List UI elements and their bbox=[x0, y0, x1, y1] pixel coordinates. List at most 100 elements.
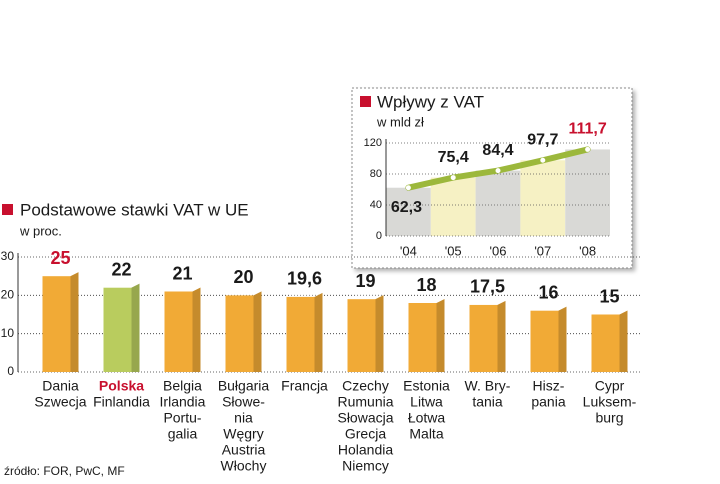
x-tick-label: Słowacja bbox=[337, 410, 393, 426]
y-tick-label: 0 bbox=[376, 230, 382, 242]
x-tick-label: '04 bbox=[400, 243, 417, 258]
value-label: 21 bbox=[172, 263, 192, 283]
x-tick-label: '06 bbox=[490, 243, 507, 258]
bar-side bbox=[436, 299, 445, 372]
bar-top bbox=[408, 299, 445, 303]
y-tick-label: 0 bbox=[7, 364, 14, 378]
point bbox=[450, 175, 456, 181]
bar bbox=[164, 291, 193, 372]
x-tick-label: Austria bbox=[222, 442, 266, 458]
chart-title: Wpływy z VAT bbox=[377, 92, 484, 111]
point bbox=[585, 146, 591, 152]
x-tick-label: '05 bbox=[445, 243, 462, 258]
column bbox=[430, 177, 476, 236]
bar bbox=[408, 303, 437, 372]
bar bbox=[103, 287, 132, 372]
bar-top bbox=[286, 292, 323, 297]
bar-side bbox=[192, 287, 201, 372]
column bbox=[386, 187, 431, 236]
column bbox=[565, 149, 610, 236]
chart-subtitle: w proc. bbox=[19, 223, 62, 238]
value-label: 16 bbox=[538, 282, 558, 302]
bar-side-shade bbox=[497, 300, 506, 372]
value-label: 97,7 bbox=[527, 132, 558, 149]
bar-side-shade bbox=[131, 283, 140, 372]
x-tick-label: galia bbox=[168, 426, 198, 442]
bar-side-shade bbox=[619, 310, 628, 372]
bar-top bbox=[530, 306, 567, 311]
bar bbox=[286, 296, 315, 372]
x-tick-label: Bułgaria bbox=[218, 378, 270, 394]
y-tick-label: 30 bbox=[1, 249, 15, 263]
x-tick-label: '08 bbox=[579, 243, 596, 258]
bar-top bbox=[164, 287, 201, 292]
bar-side bbox=[375, 295, 384, 372]
y-tick-label: 20 bbox=[1, 288, 15, 302]
bar bbox=[530, 310, 559, 372]
title-marker bbox=[2, 204, 13, 215]
x-tick-label: '07 bbox=[534, 243, 551, 258]
inset: Wpływy z VAT w mld zł '04 '05 '06 '07 '08 0 40… bbox=[351, 87, 633, 269]
bar-top bbox=[42, 272, 79, 277]
x-tick-label: Rumunia bbox=[337, 394, 393, 410]
bar-side-shade bbox=[375, 295, 384, 372]
bar bbox=[42, 276, 71, 372]
value-label: 18 bbox=[416, 275, 436, 295]
bar-top bbox=[225, 291, 262, 296]
x-tick-label: Holandia bbox=[338, 442, 393, 458]
value-label: 15 bbox=[599, 286, 619, 306]
bar-side bbox=[70, 272, 79, 372]
x-tick-label: Irlandia bbox=[160, 394, 206, 410]
value-label: 20 bbox=[233, 267, 253, 287]
x-tick-label: Węgry bbox=[223, 426, 263, 442]
bar-top bbox=[347, 295, 384, 300]
y-tick-label: 80 bbox=[370, 168, 382, 180]
x-tick-label: Malta bbox=[409, 426, 443, 442]
value-label: 62,3 bbox=[391, 199, 422, 216]
bar-side bbox=[558, 306, 567, 372]
bar-side-shade bbox=[436, 299, 445, 372]
value-label: 19,6 bbox=[287, 269, 322, 289]
chart-title: Podstawowe stawki VAT w UE bbox=[20, 200, 249, 219]
x-tick-label: Estonia bbox=[403, 378, 450, 394]
x-tick-label: W. Bry- bbox=[465, 378, 511, 394]
bar bbox=[469, 304, 498, 372]
source: źródło: FOR, PwC, MF bbox=[4, 464, 125, 478]
x-tick-label: Finlandia bbox=[93, 394, 150, 410]
value-label: 75,4 bbox=[438, 149, 469, 166]
bar-side bbox=[619, 310, 628, 372]
bar-side-shade bbox=[70, 272, 79, 372]
title-marker bbox=[360, 96, 371, 107]
x-tick-label: tania bbox=[472, 394, 503, 410]
value-label: 84,4 bbox=[482, 142, 513, 159]
value-label: 25 bbox=[50, 248, 70, 268]
x-tick-label: Włochy bbox=[221, 458, 267, 474]
column bbox=[475, 170, 521, 236]
x-tick-label: Grecja bbox=[345, 426, 386, 442]
point bbox=[405, 185, 411, 191]
x-tick-label: Słowe- bbox=[222, 394, 265, 410]
value-label: 19 bbox=[355, 271, 375, 291]
bar-side-shade bbox=[192, 287, 201, 372]
x-tick-label: Luksem- bbox=[583, 394, 637, 410]
x-tick-label: nia bbox=[234, 410, 253, 426]
chart-subtitle: w mld zł bbox=[376, 114, 424, 129]
bar bbox=[591, 314, 620, 372]
value-label: 17,5 bbox=[470, 277, 505, 297]
bar-side-shade bbox=[314, 292, 323, 372]
bar bbox=[225, 295, 254, 372]
bar-top bbox=[591, 310, 628, 315]
x-tick-label: Cypr bbox=[595, 378, 625, 394]
y-tick-label: 10 bbox=[1, 326, 15, 340]
point bbox=[540, 157, 546, 163]
y-tick-label: 120 bbox=[364, 137, 382, 149]
x-tick-label: Niemcy bbox=[342, 458, 389, 474]
value-label: 22 bbox=[111, 259, 131, 279]
x-tick-label: Łotwa bbox=[408, 410, 446, 426]
x-tick-label: Hisz- bbox=[533, 378, 565, 394]
value-label: 111,7 bbox=[568, 121, 606, 138]
point bbox=[495, 168, 501, 174]
bar-side-shade bbox=[558, 306, 567, 372]
y-tick-label: 40 bbox=[370, 199, 382, 211]
